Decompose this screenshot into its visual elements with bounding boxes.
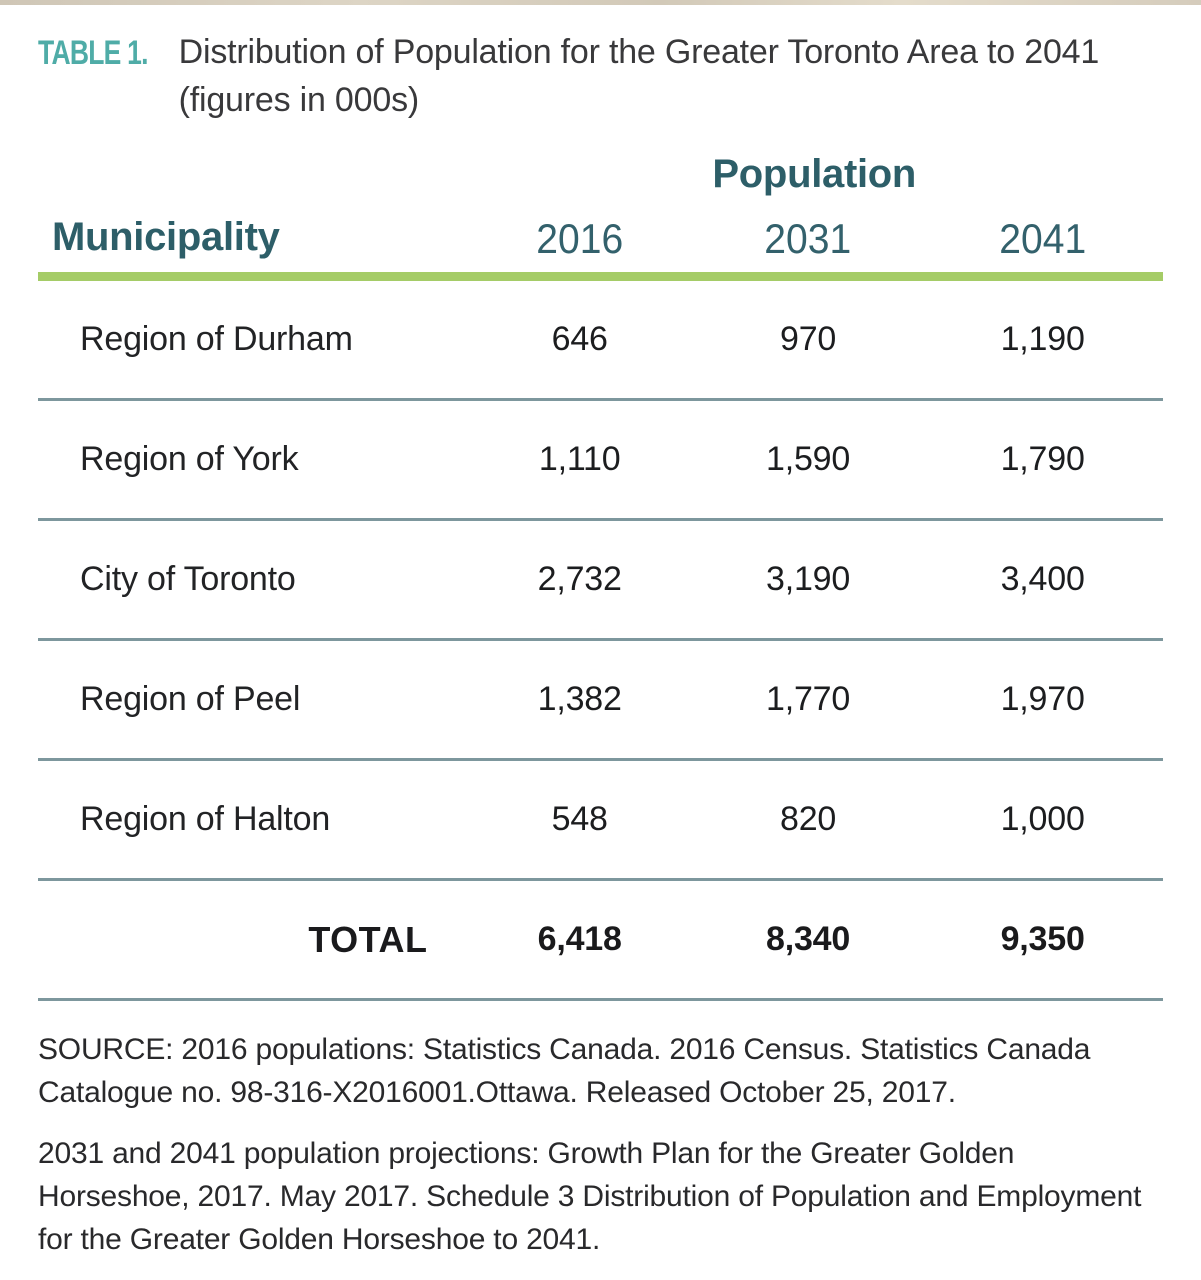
total-2016-cell: 6,418	[537, 920, 622, 959]
value-2041-cell: 1,190	[1000, 320, 1085, 359]
municipality-cell: City of Toronto	[80, 560, 296, 599]
top-edge-strip	[0, 0, 1201, 5]
municipality-cell: Region of Halton	[80, 800, 331, 839]
value-2016-cell: 646	[551, 320, 608, 359]
table-row-halton: Region of Halton 548 820 1,000	[38, 761, 1163, 882]
value-2031-cell: 1,770	[766, 680, 851, 719]
year-label: 2041	[999, 215, 1087, 263]
value-2041-cell: 1,970	[1000, 680, 1085, 719]
title-block: TABLE 1. Distribution of Population for …	[38, 29, 1163, 124]
source-note-2: 2031 and 2041 population projections: Gr…	[38, 1136, 1142, 1256]
value-2016-cell: 548	[551, 800, 608, 839]
value-2031-cell: 1,590	[766, 440, 851, 479]
total-label-cell: TOTAL	[308, 918, 428, 960]
table-row-peel: Region of Peel 1,382 1,770 1,970	[38, 641, 1163, 762]
column-group-heading: Population	[712, 152, 917, 197]
table-figure: TABLE 1. Distribution of Population for …	[0, 29, 1201, 1262]
municipality-cell: Region of York	[80, 440, 299, 479]
value-2016-cell: 1,110	[538, 440, 621, 479]
source-note-1: SOURCE: 2016 populations: Statistics Can…	[38, 1033, 1091, 1110]
table-title: Distribution of Population for the Great…	[178, 33, 1100, 119]
year-column-header-2041: 2041	[922, 218, 1163, 260]
year-column-header-2031: 2031	[694, 218, 922, 260]
year-column-header-2016: 2016	[466, 218, 694, 260]
value-2016-cell: 1,382	[537, 680, 622, 719]
table-row-toronto: City of Toronto 2,732 3,190 3,400	[38, 521, 1163, 642]
table-row-york: Region of York 1,110 1,590 1,790	[38, 401, 1163, 522]
value-2041-cell: 1,000	[1000, 800, 1085, 839]
value-2016-cell: 2,732	[537, 560, 622, 599]
value-2031-cell: 820	[779, 800, 837, 839]
table-header: Population Municipality 2016 2031 2041	[38, 152, 1163, 260]
year-label: 2031	[764, 215, 852, 263]
header-underline-rule	[38, 272, 1163, 282]
value-2031-cell: 970	[779, 320, 837, 359]
value-2031-cell: 3,190	[766, 560, 851, 599]
table-row-total: TOTAL 6,418 8,340 9,350	[38, 881, 1163, 1002]
table-number-label: TABLE 1.	[38, 34, 148, 72]
municipality-column-header: Municipality	[52, 215, 280, 260]
total-2041-cell: 9,350	[1000, 920, 1085, 959]
municipality-cell: Region of Peel	[80, 680, 301, 719]
value-2041-cell: 3,400	[1000, 560, 1085, 599]
year-label: 2016	[536, 215, 624, 263]
table-row-durham: Region of Durham 646 970 1,190	[38, 281, 1163, 402]
value-2041-cell: 1,790	[1000, 440, 1085, 479]
total-2031-cell: 8,340	[766, 920, 851, 959]
municipality-cell: Region of Durham	[80, 320, 353, 359]
